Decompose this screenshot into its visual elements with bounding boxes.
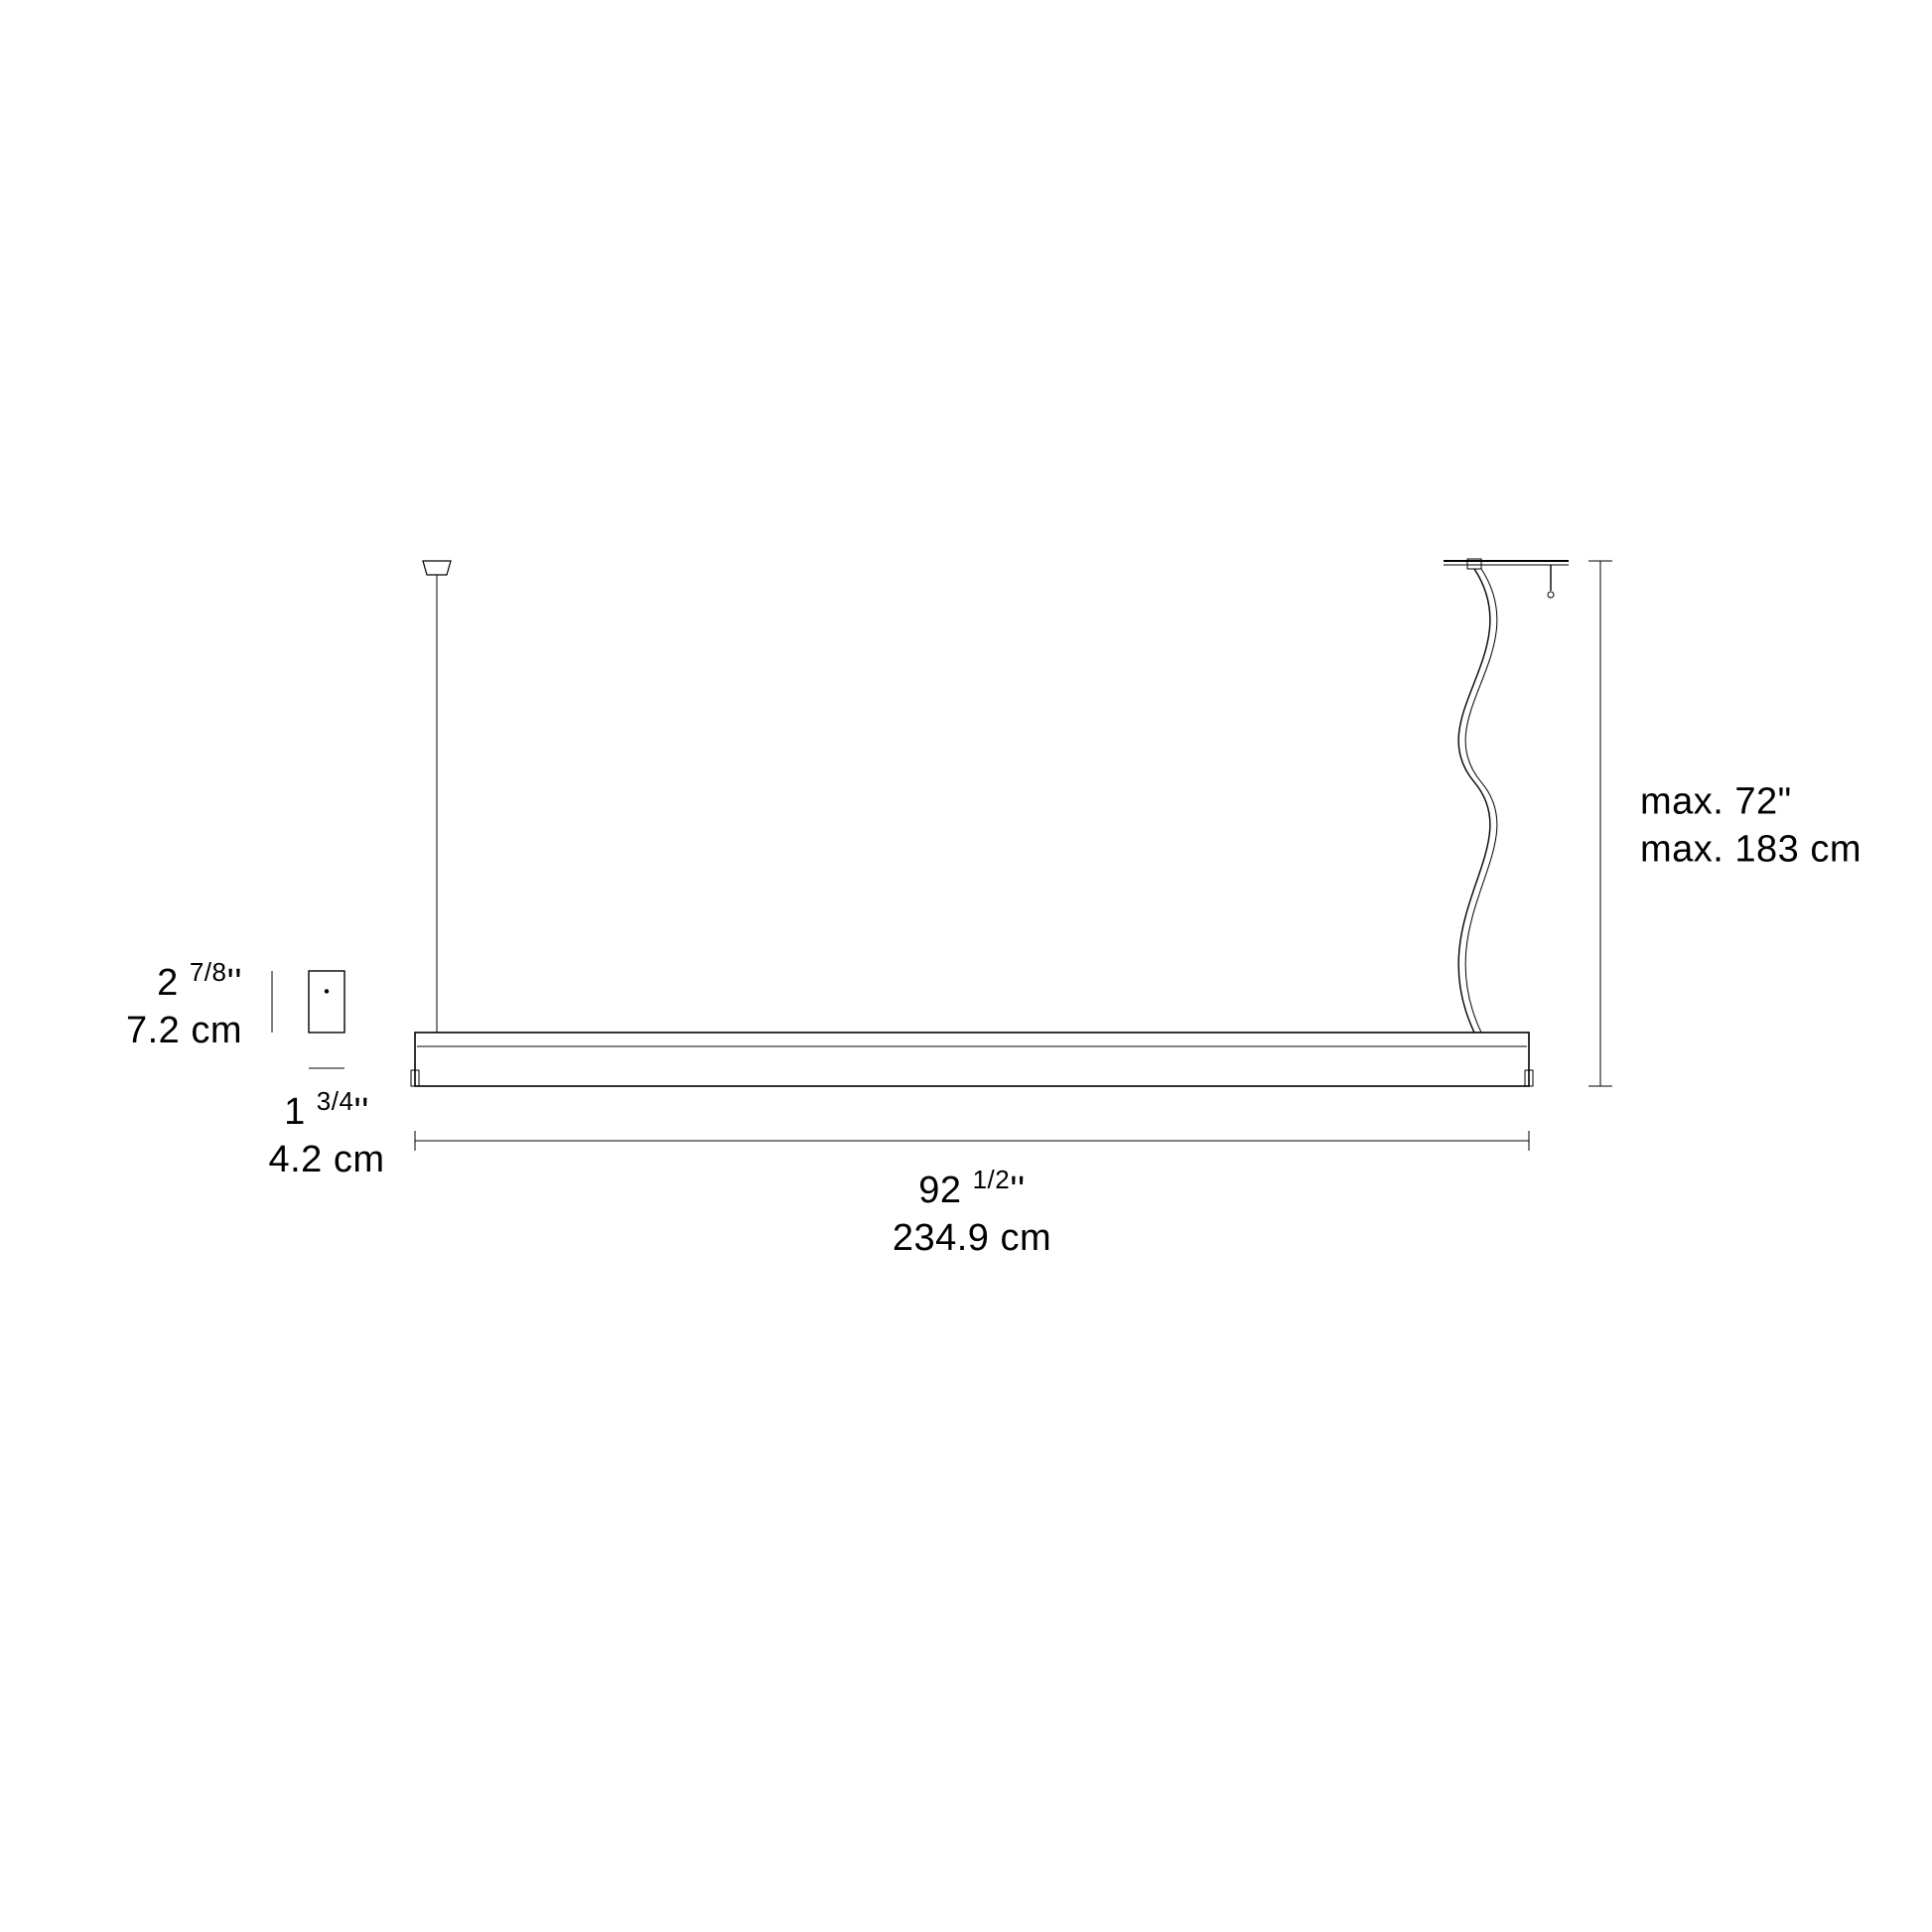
svg-text:2 7/8'': 2 7/8'' [157, 957, 242, 1004]
svg-text:7.2 cm: 7.2 cm [126, 1010, 242, 1051]
length-label: 92 1/2'' 234.9 cm [893, 1165, 1051, 1259]
luminaire-body [411, 1033, 1533, 1086]
profile-width-label: 1 3/4'' 4.2 cm [268, 1086, 384, 1180]
drop-label-metric: max. 183 cm [1640, 829, 1862, 871]
profile-box [309, 971, 345, 1033]
drop-label-imperial: max. 72" [1640, 781, 1792, 823]
ceiling-mount-left [423, 561, 451, 575]
ceiling-canopy-right [1548, 592, 1554, 598]
profile-height-label: 2 7/8'' 7.2 cm [126, 957, 242, 1051]
svg-text:1 3/4'': 1 3/4'' [284, 1086, 369, 1133]
svg-text:92 1/2'': 92 1/2'' [918, 1165, 1026, 1211]
power-cord [1458, 569, 1490, 1033]
svg-text:234.9 cm: 234.9 cm [893, 1217, 1051, 1259]
svg-text:4.2 cm: 4.2 cm [268, 1139, 384, 1180]
